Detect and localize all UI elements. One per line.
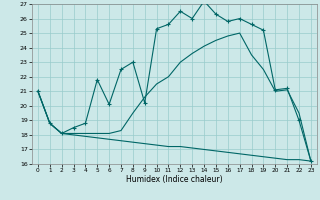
X-axis label: Humidex (Indice chaleur): Humidex (Indice chaleur)	[126, 175, 223, 184]
